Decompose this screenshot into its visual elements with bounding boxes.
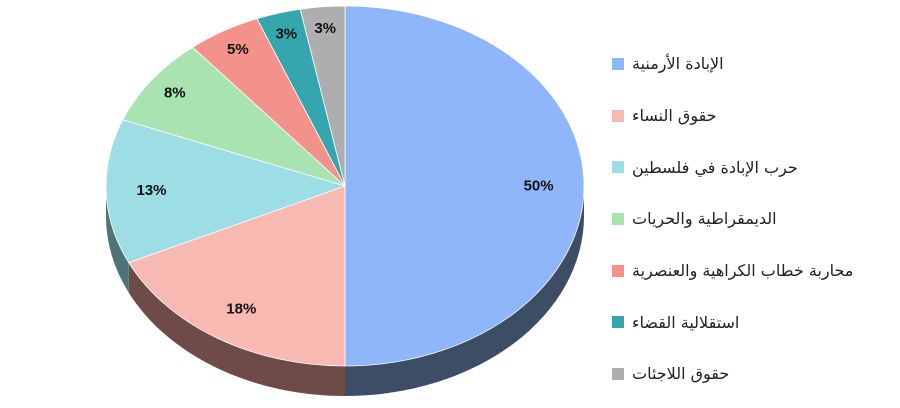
pie-slice-1[interactable] [128, 185, 346, 367]
legend-swatch [612, 367, 624, 380]
data-label-1: 18% [226, 301, 256, 318]
legend-item[interactable]: الديمقراطية والحريات [612, 193, 892, 245]
pie-side-0 [345, 186, 584, 396]
pie-side-walls [106, 186, 584, 396]
legend-swatch [612, 57, 624, 70]
data-labels: 50% 18% 13% 8% 5% 3% 3% [136, 20, 553, 318]
pie-side-1 [128, 262, 345, 396]
legend-label: حقوق اللاجئات [632, 364, 730, 384]
data-label-3: 8% [164, 84, 186, 101]
pie-side-2 [106, 186, 129, 293]
legend-label: محاربة خطاب الكراهية والعنصرية [632, 261, 854, 281]
pie-slice-0[interactable] [344, 5, 585, 367]
legend-swatch [612, 109, 624, 122]
legend-swatch [612, 316, 624, 329]
legend-item[interactable]: استقلالية القضاء [612, 296, 892, 348]
pie-slice-6[interactable] [299, 5, 346, 187]
legend-label: الديمقراطية والحريات [632, 209, 777, 229]
data-label-2: 13% [136, 182, 166, 199]
legend-item[interactable]: محاربة خطاب الكراهية والعنصرية [612, 245, 892, 297]
pie-slice-2[interactable] [105, 119, 347, 264]
legend-label: استقلالية القضاء [632, 312, 740, 332]
legend-swatch [612, 264, 624, 277]
data-label-6: 3% [314, 20, 336, 37]
legend-item[interactable]: حقوق اللاجئات [612, 348, 892, 400]
legend-label: الإبادة الأرمنية [632, 54, 724, 74]
legend-swatch [612, 161, 624, 174]
data-label-0: 50% [524, 178, 554, 195]
data-label-4: 5% [227, 41, 249, 58]
legend-swatch [612, 212, 624, 225]
legend-label: حقوق النساء [632, 106, 717, 126]
legend-item[interactable]: حقوق النساء [612, 90, 892, 142]
pie-slice-3[interactable] [122, 46, 346, 187]
legend-label: حرب الإبادة في فلسطين [632, 157, 798, 177]
chart-legend: الإبادة الأرمنية حقوق النساء حرب الإبادة ف… [612, 38, 892, 400]
pie-slices [105, 5, 585, 367]
legend-item[interactable]: حرب الإبادة في فلسطين [612, 141, 892, 193]
legend-item[interactable]: الإبادة الأرمنية [612, 38, 892, 90]
data-label-5: 3% [275, 25, 297, 42]
